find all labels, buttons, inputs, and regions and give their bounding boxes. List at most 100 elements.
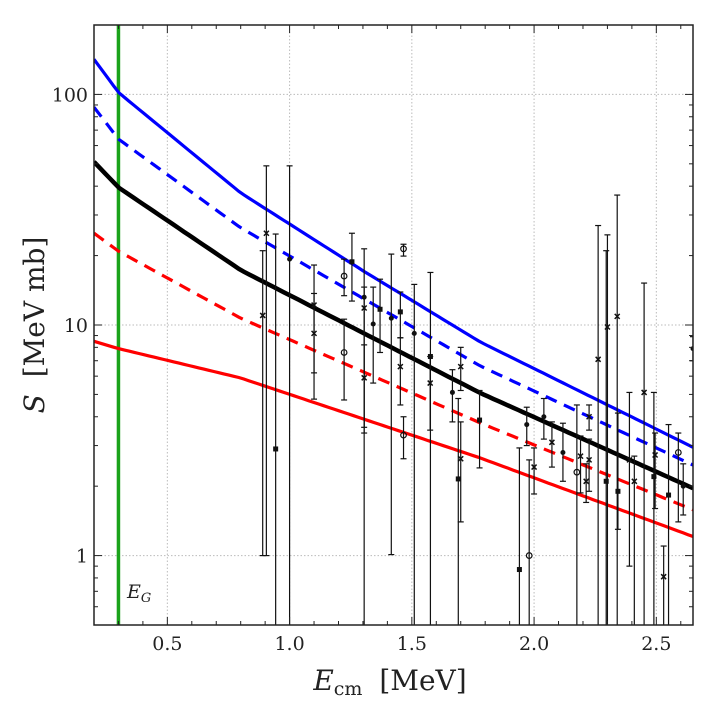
y-axis-label-unit: [MeV mb] — [18, 237, 51, 378]
vline-label-sub: G — [141, 591, 151, 606]
plot-frame — [93, 24, 694, 626]
marker-dot — [287, 256, 293, 262]
series-line-1 — [94, 106, 693, 467]
data-point — [660, 545, 667, 625]
data-point — [614, 194, 621, 625]
marker-square — [615, 488, 621, 494]
data-point — [388, 253, 395, 556]
marker-dot — [680, 483, 686, 489]
marker-cross — [577, 453, 584, 460]
marker-cross — [586, 413, 593, 420]
data-point — [652, 432, 659, 510]
x-tick-label: 2.5 — [641, 633, 671, 655]
data-point — [340, 258, 348, 297]
x-tick-label: 1.0 — [274, 633, 304, 655]
data-point — [540, 397, 547, 440]
marker-cross — [626, 456, 633, 463]
axes: 0.5 1.0 1.5 2.0 2.5 1 10 100 — [52, 24, 694, 655]
data-point — [604, 234, 611, 625]
data-point — [348, 232, 355, 302]
marker-square — [273, 446, 279, 452]
data-point — [641, 282, 648, 625]
marker-cross — [583, 478, 590, 485]
series-group — [94, 25, 693, 625]
marker-dot — [370, 321, 376, 327]
marker-dot — [524, 422, 530, 428]
marker-cross — [641, 389, 648, 396]
data-point — [397, 337, 404, 406]
data-point — [272, 233, 279, 625]
vline-label: EG — [126, 581, 151, 606]
marker-circle — [340, 272, 348, 280]
data-point — [370, 286, 377, 384]
data-point — [457, 421, 464, 523]
data-point — [286, 165, 293, 625]
data-point — [665, 423, 672, 625]
marker-cross — [263, 230, 270, 237]
marker-cross — [361, 304, 368, 312]
marker-dot — [560, 449, 566, 455]
marker-cross — [397, 363, 404, 370]
marker-cross — [531, 464, 538, 471]
marker-cross — [614, 313, 621, 320]
data-point — [311, 292, 318, 374]
data-point — [577, 435, 584, 494]
marker-dot — [449, 389, 455, 395]
series-line-4 — [94, 339, 693, 539]
data-point — [631, 455, 638, 625]
data-point — [397, 291, 404, 339]
data-point — [263, 165, 270, 557]
marker-dot — [411, 330, 417, 336]
data-point — [573, 404, 581, 625]
marker-square — [666, 492, 672, 498]
data-point — [559, 422, 566, 482]
marker-square — [651, 474, 657, 480]
data-point — [400, 416, 407, 460]
marker-square — [603, 478, 609, 484]
data-point — [259, 250, 266, 557]
marker-cross — [361, 374, 368, 381]
series-line-3 — [94, 231, 693, 512]
x-tick-label: 1.5 — [397, 633, 427, 655]
marker-cross — [631, 478, 638, 485]
data-point — [457, 346, 464, 392]
data-point — [626, 391, 633, 567]
data-point — [603, 250, 610, 625]
data-point — [586, 438, 593, 492]
marker-cross — [660, 573, 667, 580]
marker-cross — [595, 356, 602, 363]
marker-square — [397, 309, 403, 315]
data-point — [531, 447, 538, 495]
marker-circle — [525, 552, 533, 559]
data-point — [377, 278, 384, 354]
x-axis-label: Ecm [MeV] — [312, 664, 466, 702]
data-point — [548, 421, 555, 468]
data-point — [595, 224, 602, 625]
series-line-2 — [94, 160, 693, 491]
marker-cross — [457, 363, 464, 370]
marker-square — [516, 567, 522, 573]
marker-cross — [604, 323, 611, 331]
data-point — [680, 463, 687, 516]
x-axis-label-sub: cm — [334, 678, 363, 700]
marker-cross — [427, 380, 434, 387]
data-point — [476, 389, 483, 469]
grid — [94, 25, 693, 625]
data-point — [427, 355, 434, 431]
marker-cross — [548, 439, 555, 446]
marker-square — [477, 417, 483, 423]
y-axis-label-symbol: S — [18, 394, 51, 413]
marker-square — [377, 306, 383, 312]
marker-circle — [573, 468, 581, 476]
marker-dot — [541, 414, 547, 420]
data-point — [674, 432, 682, 523]
data-point — [427, 271, 434, 625]
marker-circle — [340, 349, 348, 356]
data-points — [259, 165, 693, 625]
marker-cross — [586, 456, 593, 463]
x-axis-label-unit: [MeV] — [379, 664, 466, 697]
data-point — [361, 344, 368, 625]
marker-circle — [400, 431, 407, 439]
data-point — [400, 243, 407, 257]
